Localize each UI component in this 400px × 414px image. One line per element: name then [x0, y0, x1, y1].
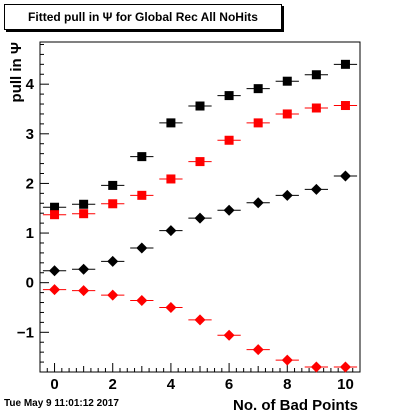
data-point-diamond: [136, 242, 148, 254]
data-point-square: [311, 103, 321, 113]
data-point-diamond: [310, 361, 322, 373]
axis-tick-labels: 0 2 4 6 8 10 −1 0 1 2 3 4: [17, 76, 354, 393]
data-point-diamond: [281, 189, 293, 201]
data-point-square: [311, 70, 321, 80]
y-tick-label: 1: [26, 225, 34, 242]
series-3: [42, 170, 358, 277]
data-point-diamond: [223, 329, 235, 341]
data-point-square: [224, 135, 234, 145]
data-point-square: [50, 210, 60, 220]
series-4: [42, 284, 358, 373]
x-axis-title: No. of Bad Points: [233, 397, 358, 414]
x-tick-label: 6: [225, 376, 233, 393]
y-axis-title: pull in Ψ: [8, 42, 25, 102]
data-point-diamond: [194, 212, 206, 224]
data-point-square: [282, 76, 292, 86]
data-point-square: [195, 157, 205, 167]
data-point-diamond: [136, 295, 148, 307]
data-point-diamond: [165, 225, 177, 237]
y-tick-label: 3: [26, 126, 34, 143]
axis-ticks: [39, 43, 361, 373]
series-1: [42, 59, 358, 212]
data-point-square: [108, 180, 118, 190]
data-point-square: [79, 209, 89, 219]
data-point-diamond: [165, 301, 177, 313]
data-point-square: [108, 199, 118, 209]
x-tick-label: 0: [50, 376, 58, 393]
data-point-diamond: [107, 289, 119, 301]
series-2: [42, 101, 358, 220]
chart-title: Fitted pull in Ψ for Global Rec All NoHi…: [28, 10, 258, 24]
data-point-square: [224, 91, 234, 101]
data-point-square: [282, 109, 292, 119]
data-point-square: [253, 84, 263, 94]
x-tick-label: 8: [283, 376, 291, 393]
data-point-diamond: [194, 314, 206, 326]
data-point-square: [137, 152, 147, 162]
data-point-diamond: [339, 361, 351, 373]
data-point-square: [340, 59, 350, 69]
data-point-diamond: [107, 255, 119, 267]
data-point-diamond: [49, 284, 61, 296]
data-point-square: [166, 118, 176, 128]
data-point-square: [166, 174, 176, 184]
data-point-diamond: [310, 183, 322, 195]
data-point-diamond: [49, 265, 61, 277]
timestamp: Tue May 9 11:01:12 2017: [4, 398, 119, 409]
data-point-diamond: [252, 197, 264, 209]
x-tick-label: 2: [109, 376, 117, 393]
data-point-square: [253, 118, 263, 128]
data-point-square: [195, 101, 205, 111]
y-tick-label: 0: [26, 275, 34, 292]
y-tick-label: 2: [26, 175, 34, 192]
data-point-diamond: [281, 354, 293, 366]
data-point-diamond: [78, 263, 90, 275]
data-point-diamond: [252, 344, 264, 356]
data-point-square: [79, 199, 89, 209]
data-point-square: [137, 190, 147, 200]
x-tick-label: 10: [337, 376, 354, 393]
y-tick-label: −1: [17, 324, 34, 341]
data-point-diamond: [339, 170, 351, 182]
data-point-square: [340, 101, 350, 111]
data-points: [42, 59, 358, 373]
data-point-diamond: [78, 285, 90, 297]
data-point-square: [50, 202, 60, 212]
y-tick-label: 4: [26, 76, 35, 93]
data-point-diamond: [223, 204, 235, 216]
x-tick-label: 4: [167, 376, 176, 393]
chart-title-box: Fitted pull in Ψ for Global Rec All NoHi…: [4, 4, 282, 30]
